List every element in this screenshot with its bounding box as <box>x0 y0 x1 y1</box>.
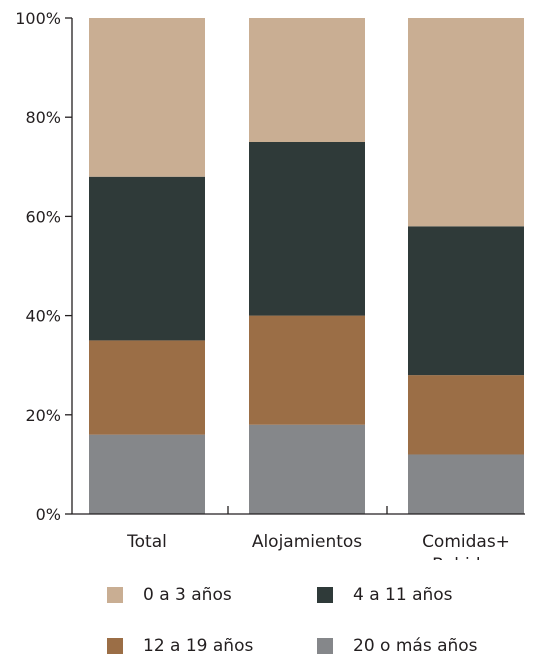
bar-segment-2-2 <box>249 315 365 425</box>
category-label-1: Total <box>126 532 167 552</box>
stacked-bar-chart: 0% 20% 40% 60% 80% 100% Total Alojamientos Comi… <box>15 9 525 560</box>
category-labels: Total Alojamientos Comidas+ Bebidas <box>126 532 510 560</box>
category-label-2: Alojamientos <box>252 532 362 552</box>
legend-label-4: 20 o más años <box>353 636 478 656</box>
bar-segment-3-1 <box>408 454 524 514</box>
bar-segment-1-2 <box>89 340 205 435</box>
legend-item-3: 12 a 19 años <box>107 636 253 656</box>
legend-swatch-2 <box>317 587 333 603</box>
axes-group <box>71 18 525 515</box>
legend-item-4: 20 o más años <box>317 636 478 656</box>
bar-segment-3-4 <box>408 18 524 227</box>
bar-segment-1-1 <box>89 434 205 514</box>
legend-label-1: 0 a 3 años <box>143 585 232 605</box>
bar-segment-1-4 <box>89 18 205 177</box>
legend-swatch-4 <box>317 638 333 654</box>
y-tick-label-2: 20% <box>25 406 61 425</box>
legend-label-2: 4 a 11 años <box>353 585 453 605</box>
legend-swatch-3 <box>107 638 123 654</box>
y-tick-label-6: 100% <box>15 9 61 28</box>
bar-segment-1-3 <box>89 176 205 341</box>
bar-segment-3-2 <box>408 375 524 455</box>
bar-segment-3-3 <box>408 226 524 376</box>
y-tick-label-4: 60% <box>25 207 61 226</box>
y-tick-label-3: 40% <box>25 307 61 326</box>
y-tick-label-5: 80% <box>25 108 61 127</box>
y-tick-label-1: 0% <box>36 505 61 524</box>
y-tick-labels: 0% 20% 40% 60% 80% 100% <box>15 9 72 524</box>
bars-group <box>89 18 524 514</box>
category-label-3-line-1: Comidas+ <box>422 532 510 552</box>
bar-segment-2-1 <box>249 424 365 514</box>
legend-item-1: 0 a 3 años <box>107 585 232 605</box>
bar-segment-2-3 <box>249 142 365 316</box>
legend-swatch-1 <box>107 587 123 603</box>
category-label-3-line-2: Bebidas <box>432 555 500 560</box>
legend-label-3: 12 a 19 años <box>143 636 254 656</box>
legend-item-2: 4 a 11 años <box>317 585 453 605</box>
bar-segment-2-4 <box>249 18 365 142</box>
